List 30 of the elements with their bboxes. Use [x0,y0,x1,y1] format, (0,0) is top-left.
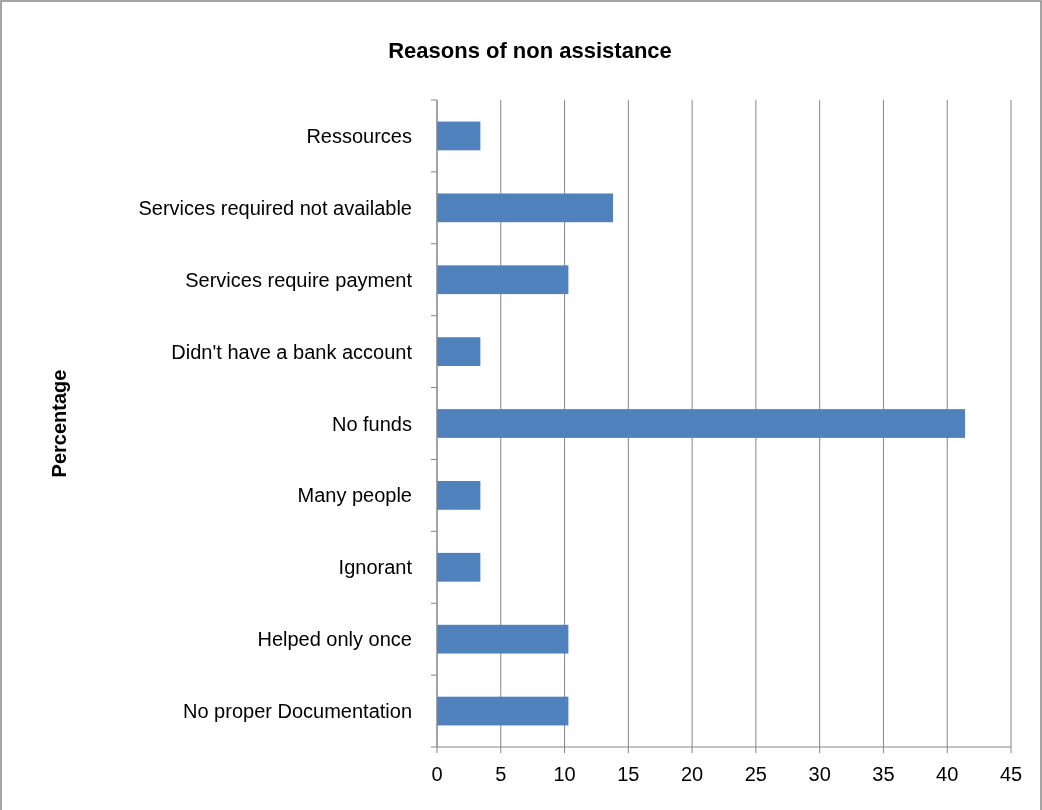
bar [437,337,481,366]
chart-title: Reasons of non assistance [388,38,672,63]
x-tick-label: 20 [680,763,704,785]
x-tick-label: 40 [936,763,959,785]
y-tick-label: Helped only once [257,628,412,651]
bar [437,552,481,582]
bar [437,624,569,654]
bar [437,121,481,151]
x-tick-label: 15 [617,763,640,785]
y-tick-label: Services require payment [185,268,413,291]
x-tick-label: 35 [872,763,895,785]
bar [437,193,614,223]
y-tick-label: Many people [297,484,412,507]
y-tick-label: Ressources [306,124,412,147]
x-tick-label: 25 [744,763,768,785]
y-tick-label: Ignorant [338,556,413,579]
x-tick-label: 0 [431,763,443,785]
y-tick-label: No funds [331,412,412,435]
x-tick-label: 45 [999,763,1023,785]
bar [437,696,569,726]
bar [437,481,481,510]
y-tick-label: Services required not available [138,196,412,219]
x-tick-label: 10 [553,763,576,785]
y-axis-title: Percentage [48,369,70,478]
x-tick-label: 5 [495,763,507,785]
y-tick-label: No proper Documentation [182,700,412,723]
y-tick-label: Didn't have a bank account [171,340,413,363]
bar [437,265,569,295]
x-tick-label: 30 [808,763,831,785]
bar [437,409,966,438]
